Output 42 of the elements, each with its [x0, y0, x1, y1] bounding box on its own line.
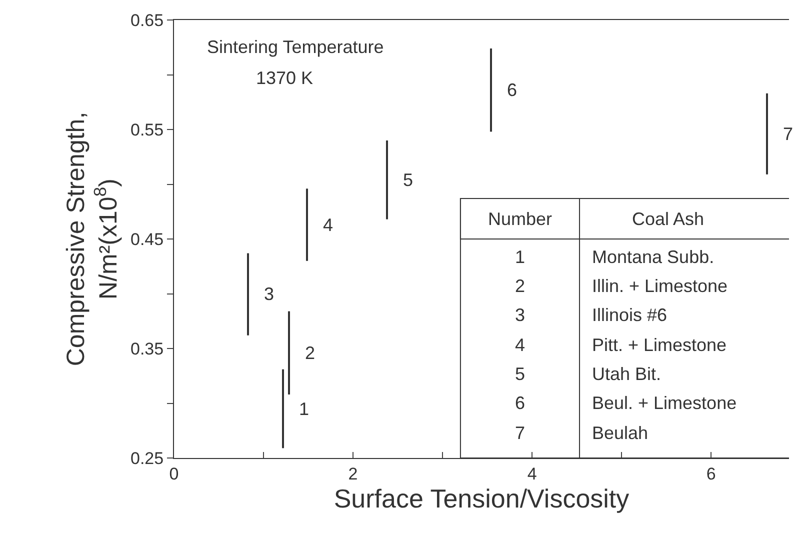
annotation: Utah Bit. — [592, 364, 662, 384]
annotation: Beulah — [592, 423, 648, 443]
annotation: Illin. + Limestone — [592, 276, 728, 296]
x-tick-label: 4 — [527, 464, 537, 484]
bar — [306, 188, 308, 261]
y-tick-label: 0.45 — [130, 230, 164, 249]
annotation: 2 — [515, 276, 526, 296]
bar — [288, 311, 290, 394]
annotation: 6 — [507, 80, 518, 100]
annotation: Pitt. + Limestone — [592, 335, 727, 355]
annotation: 6 — [515, 393, 526, 413]
annotation: Illinois #6 — [592, 305, 668, 325]
y-tick-label: 0.65 — [130, 10, 164, 30]
bar — [490, 48, 492, 132]
annotation: 1 — [299, 399, 310, 419]
y-tick-label: 0.25 — [130, 448, 164, 468]
annotation: Coal Ash — [632, 209, 704, 229]
annotation: Number — [488, 209, 552, 229]
bar — [247, 253, 249, 336]
x-tick-label: 2 — [348, 464, 358, 484]
annotation: 2 — [305, 343, 316, 363]
annotation: 3 — [264, 284, 274, 304]
x-tick-label: 6 — [706, 464, 716, 484]
annotation: 4 — [323, 215, 334, 235]
annotation: Beul. + Limestone — [592, 393, 737, 413]
annotation: 4 — [515, 335, 526, 355]
bar — [282, 369, 284, 448]
x-tick-label: 0 — [169, 464, 179, 484]
annotation: 5 — [403, 170, 414, 190]
bar — [386, 140, 388, 220]
bar — [766, 93, 768, 174]
annotation: 3 — [515, 305, 526, 325]
y-tick-label: 0.35 — [130, 339, 164, 358]
y-tick-label: 0.55 — [130, 120, 164, 140]
annotation: 1370 K — [256, 68, 314, 88]
annotation: Montana Subb. — [592, 247, 714, 267]
x-axis-title: Surface Tension/Viscosity — [334, 483, 630, 514]
annotation: 7 — [783, 124, 793, 144]
annotation: 7 — [515, 423, 526, 443]
annotation: 1 — [515, 247, 526, 267]
annotation: 5 — [515, 364, 526, 384]
annotation: Sintering Temperature — [207, 37, 384, 57]
